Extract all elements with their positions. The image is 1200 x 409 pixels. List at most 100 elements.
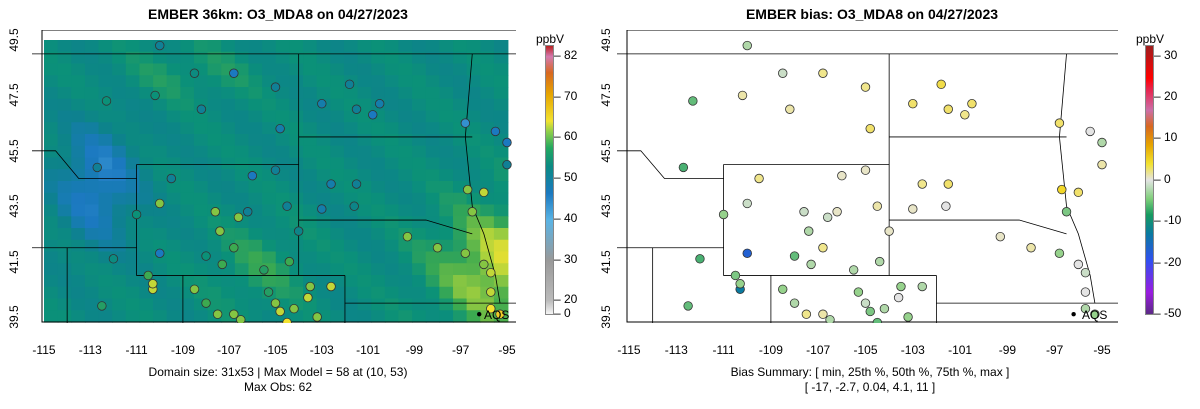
grid-cell bbox=[289, 286, 304, 300]
grid-cell bbox=[166, 204, 182, 217]
grid-cell bbox=[343, 228, 359, 241]
grid-cell bbox=[57, 228, 73, 241]
grid-cell bbox=[425, 286, 441, 300]
grid-cell bbox=[221, 298, 236, 311]
station-marker bbox=[896, 281, 906, 292]
grid-cell bbox=[493, 286, 509, 300]
grid-cell bbox=[71, 310, 86, 323]
grid-cell bbox=[180, 275, 195, 288]
grid-cell bbox=[234, 75, 250, 88]
grid-cell bbox=[289, 169, 304, 182]
grid-cell bbox=[453, 310, 468, 323]
grid-cell bbox=[98, 110, 114, 123]
station-marker bbox=[995, 231, 1006, 242]
grid-cell bbox=[139, 75, 154, 88]
grid-cell bbox=[248, 122, 264, 135]
grid-cell bbox=[357, 169, 373, 182]
grid-cell bbox=[330, 228, 345, 241]
grid-cell bbox=[480, 228, 495, 241]
grid-cell bbox=[439, 134, 454, 147]
grid-cell bbox=[453, 192, 468, 206]
grid-cell bbox=[466, 239, 482, 253]
station-marker bbox=[778, 68, 788, 78]
grid-cell bbox=[425, 275, 441, 288]
colorbar-tick-label: – 70 bbox=[554, 89, 578, 103]
grid-cell bbox=[166, 40, 182, 53]
grid-cell bbox=[71, 228, 86, 241]
grid-cell bbox=[398, 181, 413, 194]
grid-cell bbox=[439, 263, 454, 276]
colorbar-tick-label: – -10 bbox=[1154, 213, 1182, 227]
grid-cell bbox=[125, 239, 141, 253]
grid-cell bbox=[398, 51, 413, 65]
grid-cell bbox=[112, 228, 127, 241]
grid-cell bbox=[98, 63, 114, 76]
y-tick-label: 43.5 bbox=[599, 194, 613, 218]
grid-cell bbox=[439, 298, 454, 311]
grid-cell bbox=[398, 63, 413, 76]
grid-cell bbox=[357, 251, 373, 264]
grid-cell bbox=[98, 134, 114, 147]
grid-cell bbox=[384, 75, 400, 88]
model-field-grid bbox=[44, 40, 509, 323]
grid-cell bbox=[44, 181, 59, 194]
grid-cell bbox=[371, 204, 386, 217]
grid-cell bbox=[180, 75, 195, 88]
grid-cell bbox=[453, 263, 468, 276]
grid-cell bbox=[125, 51, 141, 65]
grid-cell bbox=[357, 134, 373, 147]
grid-cell bbox=[166, 251, 182, 264]
grid-cell bbox=[412, 134, 427, 147]
grid-cell bbox=[125, 251, 141, 264]
grid-cell bbox=[71, 239, 86, 253]
grid-cell bbox=[166, 181, 182, 194]
grid-cell bbox=[466, 251, 482, 264]
grid-cell bbox=[398, 98, 413, 112]
grid-cell bbox=[112, 181, 127, 194]
station-marker bbox=[349, 201, 359, 211]
grid-cell bbox=[248, 263, 264, 276]
grid-cell bbox=[303, 122, 318, 135]
grid-cell bbox=[234, 181, 250, 194]
grid-cell bbox=[57, 275, 73, 288]
grid-cell bbox=[98, 122, 114, 135]
station-marker bbox=[201, 298, 211, 308]
grid-cell bbox=[125, 122, 141, 135]
grid-cell bbox=[275, 181, 291, 194]
grid-cell bbox=[112, 63, 127, 76]
grid-cell bbox=[357, 216, 373, 229]
grid-cell bbox=[166, 275, 182, 288]
colorbar-tick-label: – 60 bbox=[554, 129, 578, 143]
grid-cell bbox=[357, 263, 373, 276]
grid-cell bbox=[180, 157, 195, 170]
grid-cell bbox=[480, 169, 495, 182]
grid-cell bbox=[139, 239, 154, 253]
x-tick-label: -105 bbox=[263, 343, 288, 357]
station-marker bbox=[754, 173, 764, 184]
x-tick-label: -105 bbox=[853, 343, 878, 357]
grid-cell bbox=[412, 251, 427, 264]
grid-cell bbox=[262, 192, 277, 206]
grid-cell bbox=[166, 263, 182, 276]
grid-cell bbox=[330, 63, 345, 76]
colorbar-tick-label: – 50 bbox=[554, 170, 578, 184]
grid-cell bbox=[112, 298, 127, 311]
grid-cell bbox=[289, 110, 304, 123]
x-tick-label: -113 bbox=[664, 343, 688, 357]
grid-cell bbox=[221, 181, 236, 194]
x-tick-label: -113 bbox=[78, 343, 102, 357]
grid-cell bbox=[412, 145, 427, 159]
grid-cell bbox=[139, 251, 154, 264]
grid-cell bbox=[193, 122, 209, 135]
station-marker bbox=[860, 82, 871, 92]
grid-cell bbox=[71, 63, 86, 76]
grid-cell bbox=[248, 228, 264, 241]
grid-cell bbox=[343, 134, 359, 147]
grid-cell bbox=[248, 157, 264, 170]
x-tick-label: -109 bbox=[170, 343, 195, 357]
grid-cell bbox=[57, 110, 73, 123]
grid-cell bbox=[139, 110, 154, 123]
x-tick-label: -115 bbox=[32, 343, 56, 357]
station-marker bbox=[150, 90, 160, 101]
station-marker bbox=[908, 204, 918, 214]
